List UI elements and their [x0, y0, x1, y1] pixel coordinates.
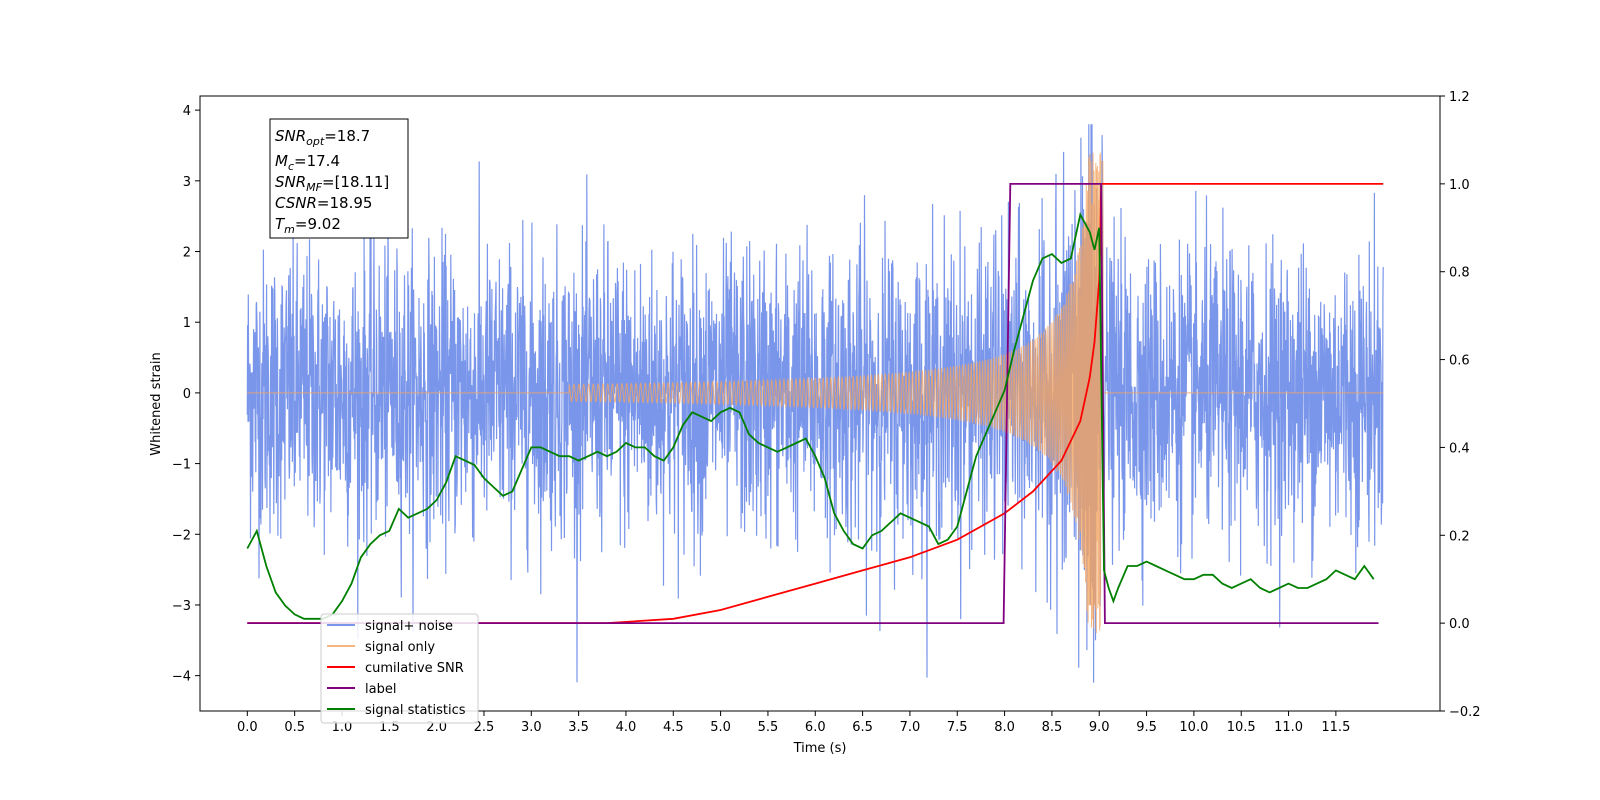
series-layer [246, 124, 1384, 683]
series-label [247, 183, 1379, 624]
y-tick-label-right: −0.2 [1449, 705, 1481, 720]
info-tm: Tm=9.02 [275, 215, 341, 236]
x-tick-label: 7.5 [947, 720, 968, 735]
legend-label: signal only [365, 640, 435, 655]
x-tick-label: 8.5 [1042, 720, 1063, 735]
x-tick-label: 3.0 [521, 720, 542, 735]
x-tick-label: 8.0 [994, 720, 1015, 735]
y-tick-label-left: 3 [183, 175, 191, 190]
y-tick-label-left: 1 [183, 316, 191, 331]
x-tick-label: 6.0 [805, 720, 826, 735]
x-tick-label: 1.0 [332, 720, 353, 735]
x-tick-label: 9.5 [1136, 720, 1157, 735]
x-tick-label: 5.5 [758, 720, 779, 735]
series-signal-statistics [246, 212, 1375, 620]
legend-item-label: label [327, 682, 396, 697]
x-tick-label: 10.5 [1227, 720, 1256, 735]
legend-label: label [365, 682, 396, 697]
y-axis-label: Whitened strain [149, 352, 164, 455]
y-tick-label-left: 4 [183, 104, 191, 119]
x-tick-label: 11.5 [1321, 720, 1350, 735]
x-tick-label: 10.0 [1179, 720, 1208, 735]
y-tick-label-right: 0.0 [1449, 617, 1470, 632]
y-tick-label-right: 0.2 [1449, 529, 1470, 544]
legend-item-cumulative-snr: cumilative SNR [327, 661, 464, 676]
x-tick-label: 0.5 [284, 720, 305, 735]
legend-item-signal-only: signal only [327, 640, 435, 655]
info-box-frame [269, 118, 409, 239]
x-tick-label: 5.0 [710, 720, 731, 735]
x-tick-label: 3.5 [568, 720, 589, 735]
plot-area [246, 124, 1384, 683]
legend-item-signal-noise: signal+ noise [327, 619, 453, 634]
y-tick-label-right: 0.4 [1449, 441, 1470, 456]
x-tick-label: 4.5 [663, 720, 684, 735]
y-axis-right: 1.2 1.0 0.8 0.6 0.4 0.2 0.0 −0.2 [1440, 90, 1481, 720]
x-tick-label: 2.5 [474, 720, 495, 735]
y-tick-label-left: −3 [172, 599, 191, 614]
x-tick-label: 0.0 [237, 720, 258, 735]
x-tick-label: 2.0 [426, 720, 447, 735]
axes-frame [199, 95, 1441, 712]
series-signal-only [247, 152, 1384, 634]
info-box: SNRopt=18.7 Mc=17.4 SNRMF=[18.11] CSNR=1… [269, 118, 409, 239]
legend-label: signal+ noise [365, 619, 453, 634]
x-tick-label: 1.5 [379, 720, 400, 735]
y-tick-label-right: 0.8 [1449, 266, 1470, 281]
x-axis: 0.0 0.5 1.0 1.5 2.0 2.5 3.0 3.5 4.0 4.5 5.0 5.5 6.0 6… [237, 711, 1350, 735]
y-tick-label-right: 0.6 [1449, 354, 1470, 369]
legend-label: signal statistics [365, 703, 466, 718]
legend-label: cumilative SNR [365, 661, 464, 676]
y-tick-label-left: 2 [183, 246, 191, 261]
y-tick-label-right: 1.2 [1449, 90, 1470, 105]
legend-item-signal-statistics: signal statistics [327, 703, 466, 718]
y-tick-label-right: 1.0 [1449, 178, 1470, 193]
info-snr-opt: SNRopt=18.7 [275, 127, 370, 148]
y-tick-label-left: 0 [183, 387, 191, 402]
x-tick-label: 4.0 [616, 720, 637, 735]
series-signal-noise [246, 124, 1384, 683]
x-tick-label: 6.5 [852, 720, 873, 735]
x-tick-label: 7.0 [900, 720, 921, 735]
legend: signal+ noise signal only cumilative SNR… [320, 613, 479, 724]
legend-frame [320, 613, 479, 724]
y-tick-label-left: −4 [172, 670, 191, 685]
y-tick-label-left: −1 [172, 458, 191, 473]
info-csnr: CSNR=18.95 [275, 194, 372, 212]
x-tick-label: 11.0 [1274, 720, 1303, 735]
y-axis-left: 4 3 2 1 0 −1 −2 −3 −4 [172, 104, 200, 685]
y-tick-label-left: −2 [172, 528, 191, 543]
x-axis-label: Time (s) [793, 741, 847, 756]
info-mc: Mc=17.4 [275, 152, 340, 173]
x-tick-label: 9.0 [1089, 720, 1110, 735]
info-snr-mf: SNRMF=[18.11] [275, 173, 389, 194]
